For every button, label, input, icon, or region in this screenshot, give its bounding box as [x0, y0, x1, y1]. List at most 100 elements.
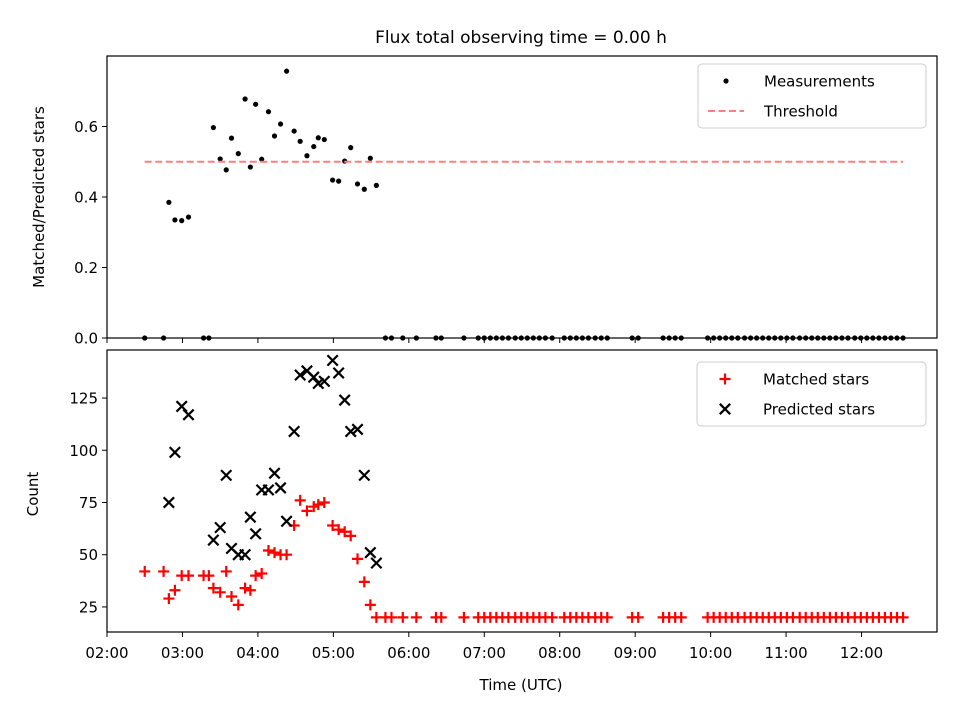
matched-star-point [158, 565, 170, 577]
y-tick-label: 0.6 [74, 118, 98, 136]
matched-star-point [269, 547, 281, 559]
matched-star-point [364, 599, 376, 611]
measurement-point [271, 133, 278, 139]
predicted-star-point [332, 367, 345, 379]
measurement-point [185, 214, 192, 220]
x-tick-label: 08:00 [538, 644, 581, 662]
y-tick-label: 0.2 [74, 259, 98, 277]
predicted-star-point [220, 469, 233, 482]
predicted-star-point [294, 369, 307, 382]
legend-label: Measurements [764, 73, 875, 91]
matched-star-point [410, 611, 422, 623]
predicted-star-point [326, 354, 339, 367]
predicted-star-point [162, 496, 175, 509]
predicted-star-point [358, 469, 371, 482]
matched-star-point [352, 553, 364, 565]
y-tick-label: 50 [79, 546, 98, 564]
bottom-panel: 25 50 75 100 125 02:00 03:00 04:00 05:00 06:00 07… [24, 349, 938, 694]
predicted-star-point [338, 394, 351, 407]
predicted-star-point [207, 534, 220, 547]
bottom-legend: Matched stars Predicted stars [696, 361, 927, 427]
matched-star-point [220, 565, 232, 577]
matched-star-point [262, 545, 274, 557]
measurement-point [166, 199, 172, 205]
predicted-star-point [318, 375, 331, 388]
matched-star-point [435, 611, 447, 623]
matched-star-point [294, 494, 306, 506]
measurement-point [242, 96, 248, 102]
matched-star-point [632, 611, 644, 623]
x-axis-label: Time (UTC) [479, 676, 563, 694]
matched-star-point [239, 582, 251, 594]
y-tick-label: 25 [79, 598, 98, 616]
matched-star-point [226, 590, 237, 602]
y-tick-label: 100 [69, 442, 98, 460]
predicted-star-point [274, 481, 287, 494]
matched-star-point [214, 586, 226, 598]
x-tick-label: 12:00 [840, 644, 883, 662]
measurement-point [277, 121, 284, 127]
matched-star-point [139, 565, 151, 577]
matched-star-point [675, 611, 687, 623]
measurement-point [315, 135, 321, 141]
legend-frame [697, 63, 927, 129]
x-tick-label: 02:00 [85, 644, 128, 662]
x-tick-label: 04:00 [236, 644, 279, 662]
matched-star-point [385, 611, 397, 623]
matched-star-point [358, 576, 370, 588]
y-tick-label: 75 [79, 494, 98, 512]
measurement-point [283, 68, 290, 74]
legend-frame [696, 361, 927, 427]
x-tick-label: 07:00 [463, 644, 506, 662]
matched-star-point [182, 570, 194, 582]
x-tick-label: 03:00 [161, 644, 204, 662]
y-tick-label: 0.4 [74, 189, 98, 207]
x-tick-label: 09:00 [614, 644, 657, 662]
bottom-plot-frame [106, 349, 938, 633]
y-tick-label: 0.0 [74, 330, 98, 348]
legend-label: Predicted stars [763, 401, 875, 419]
measurement-point [247, 164, 253, 170]
legend-swatch [719, 403, 731, 415]
measurement-point [348, 145, 354, 151]
x-tick-label: 11:00 [764, 644, 807, 662]
measurement-point [304, 153, 310, 159]
measurement-point [367, 155, 373, 161]
predicted-star-point [182, 408, 195, 421]
predicted-star-point [280, 515, 293, 528]
measurement-point [253, 101, 259, 107]
predicted-star-point [175, 400, 188, 413]
matched-star-point [244, 584, 256, 596]
predicted-star-point [288, 425, 301, 438]
bottom-y-axis-label: Count [24, 472, 42, 517]
predicted-star-point [351, 423, 364, 436]
matched-star-point [163, 593, 175, 605]
top-legend: Measurements Threshold [697, 63, 927, 129]
predicted-star-point [239, 548, 252, 561]
measurement-point [217, 156, 223, 162]
top-panel: 0.0 0.2 0.4 0.6 Matched/Predicted stars Mea… [30, 55, 938, 348]
matched-star-point [601, 611, 613, 623]
predicted-star-point [268, 467, 281, 480]
predicted-star-point [244, 511, 257, 524]
matched-star-point [312, 499, 324, 511]
matched-star-point [207, 582, 219, 594]
measurement-point [210, 124, 216, 131]
measurement-point [228, 135, 235, 141]
x-tick-label: 05:00 [312, 644, 355, 662]
predicted-star-point [214, 521, 227, 534]
predicted-star-point [168, 446, 181, 459]
measurement-point [336, 178, 342, 184]
matched-star-point [333, 524, 345, 536]
predicted-star-point [307, 371, 320, 384]
matched-star-point [203, 570, 215, 582]
measurement-point [321, 136, 327, 143]
measurement-point [259, 156, 265, 162]
legend-swatch [719, 373, 731, 385]
measurement-point [291, 128, 297, 134]
measurement-point [373, 182, 379, 188]
legend-label: Matched stars [763, 371, 869, 389]
y-tick-label: 125 [69, 390, 98, 408]
matched-star-point [339, 526, 351, 538]
matched-star-point [397, 611, 409, 623]
